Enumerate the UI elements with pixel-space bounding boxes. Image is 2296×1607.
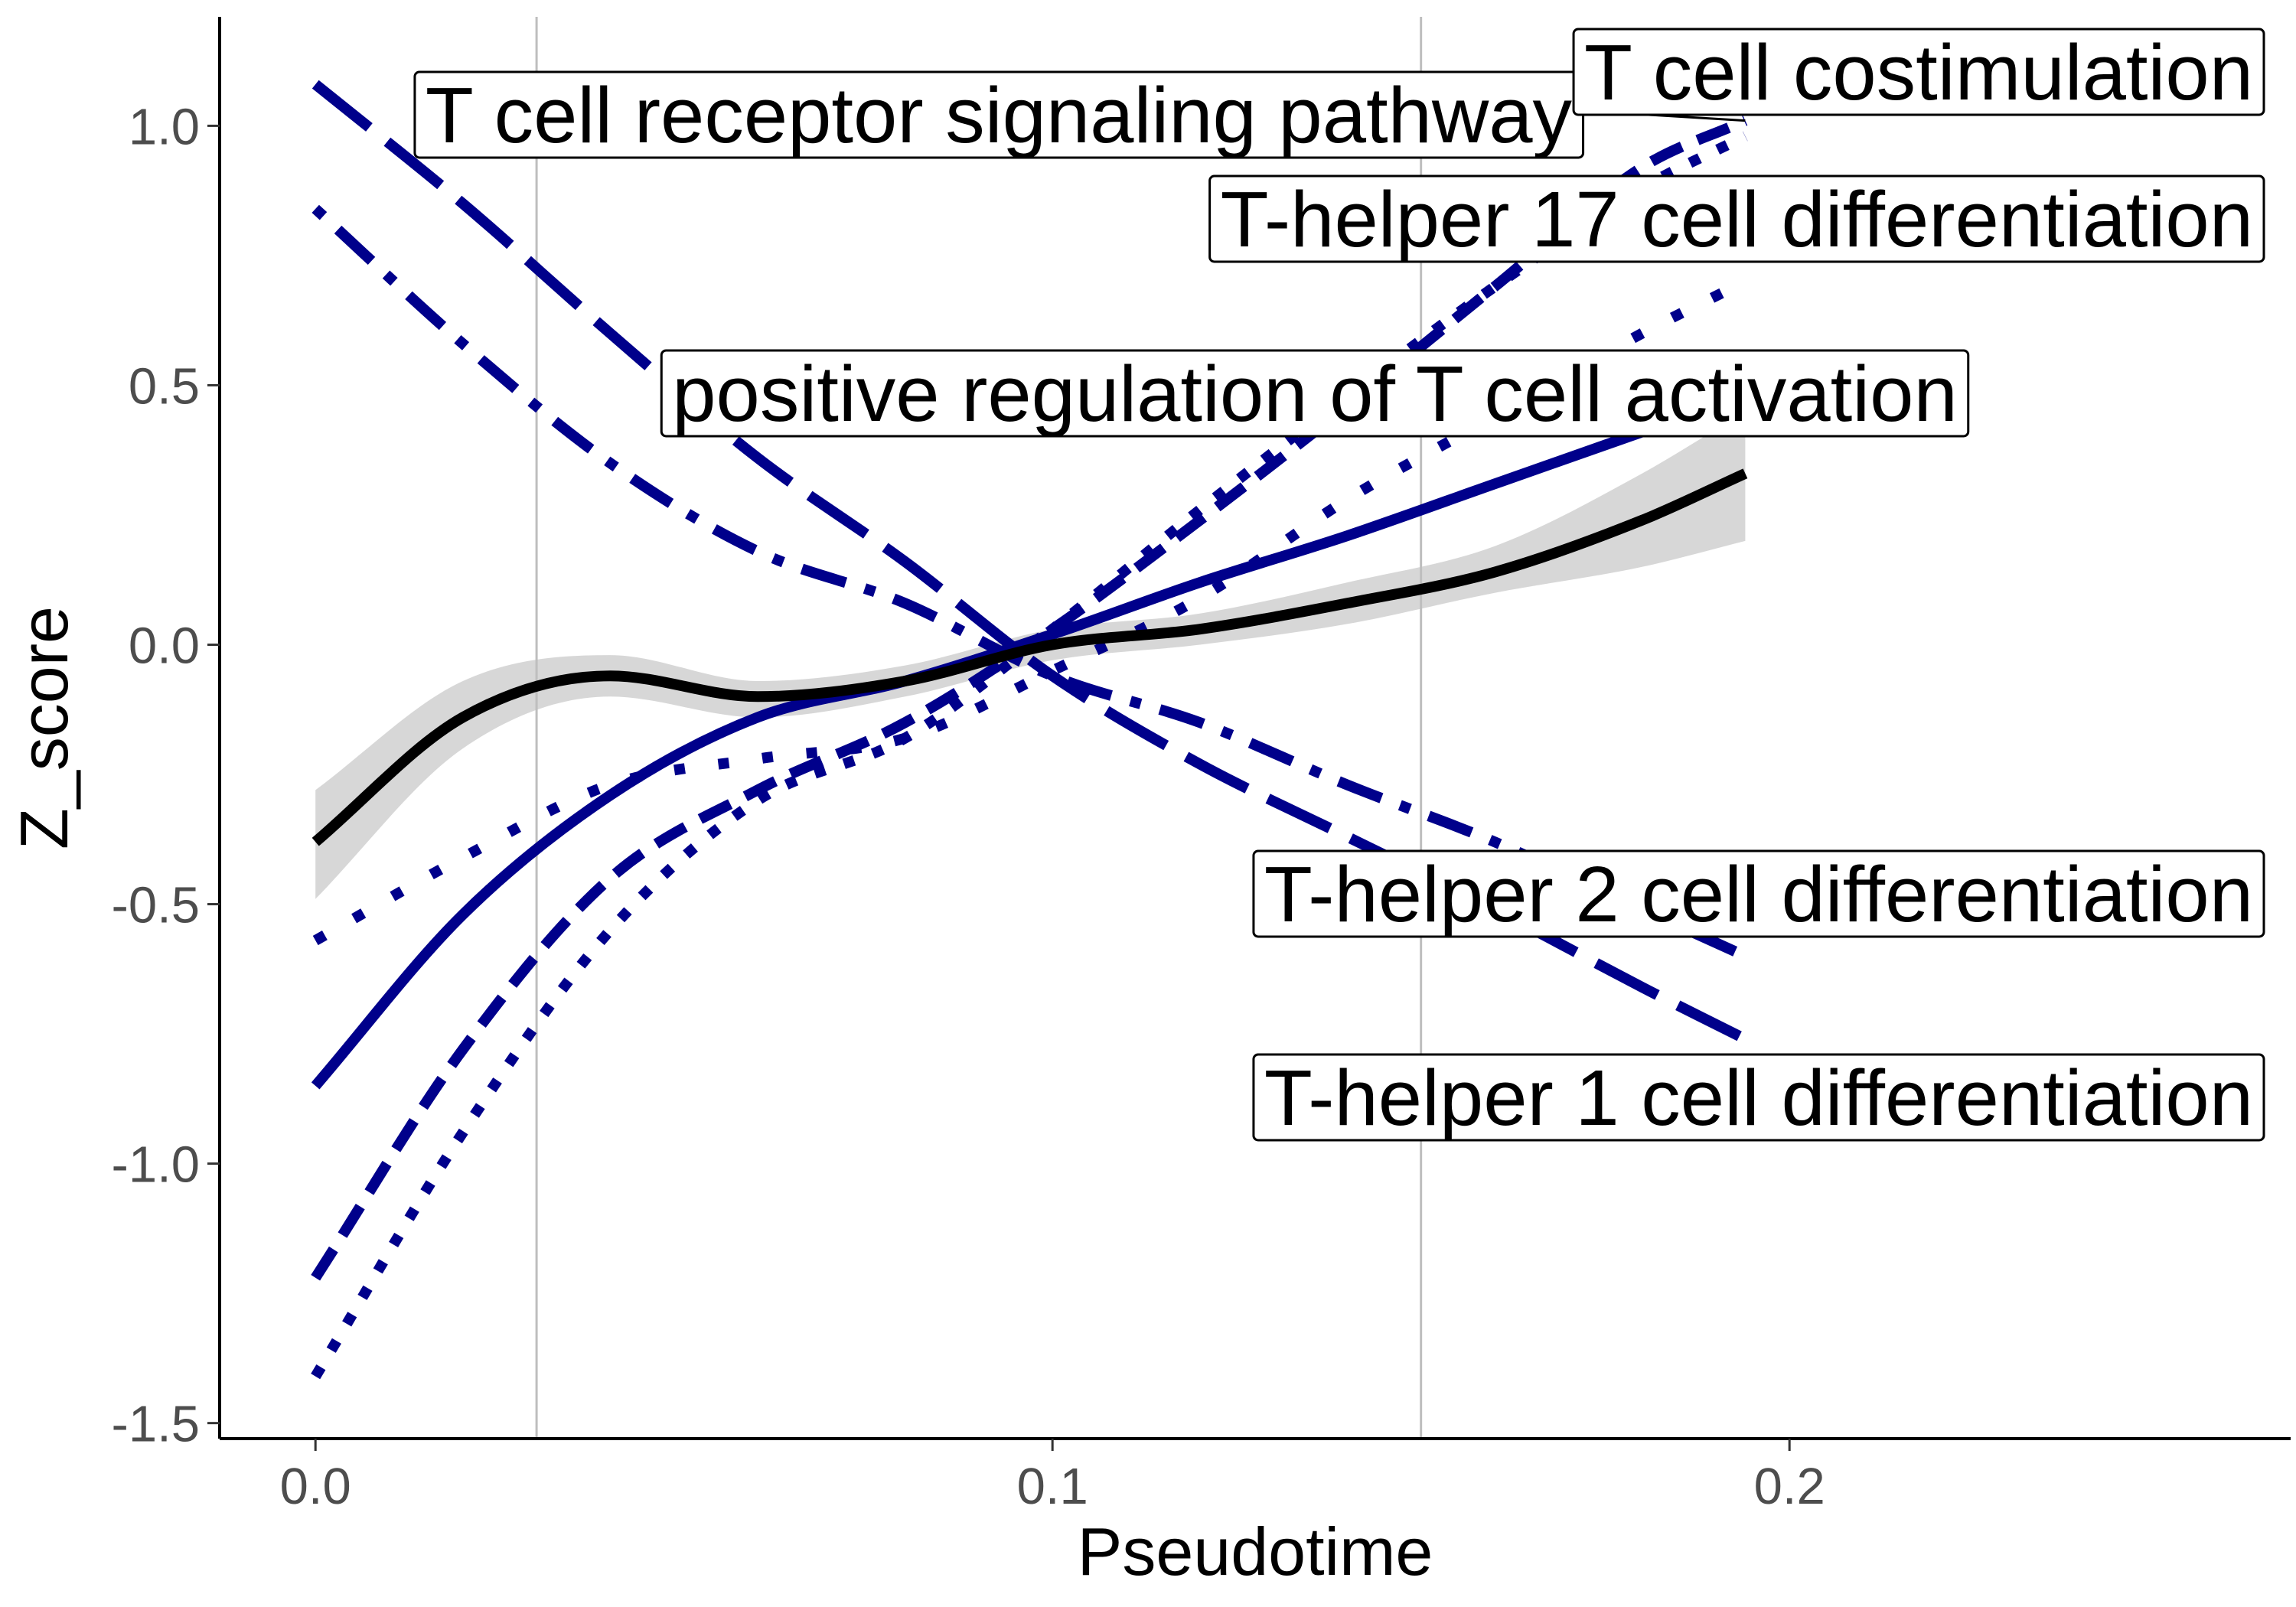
y-tick-label: -1.0 xyxy=(112,1136,200,1194)
y-tick-label: 1.0 xyxy=(129,98,200,155)
annotation-label: T-helper 1 cell differentiation xyxy=(1264,1054,2253,1142)
pathway-series-layer xyxy=(311,80,1748,1380)
annotation-label: T-helper 2 cell differentiation xyxy=(1264,850,2253,938)
annotation-label: T-helper 17 cell differentiation xyxy=(1221,175,2253,263)
x-tick-label: 0.1 xyxy=(1017,1458,1088,1515)
axes xyxy=(218,17,2291,1440)
series-line-t-helper-17-cell-differentiation xyxy=(311,131,1748,1380)
series-line-t-cell-receptor-signaling-pathway xyxy=(311,80,1748,1045)
series-annotations: T cell receptor signaling pathway T cell … xyxy=(413,28,2265,1142)
annotation-box xyxy=(1208,174,2265,263)
annotation-t-helper-17-cell-differentiation: T-helper 17 cell differentiation xyxy=(1208,174,2265,263)
y-tick-label: -0.5 xyxy=(112,877,200,934)
annotation-label: T cell receptor signaling pathway xyxy=(426,71,1573,159)
annotation-t-cell-receptor-signaling-pathway: T cell receptor signaling pathway xyxy=(413,70,1585,159)
confidence-ribbon-layer xyxy=(315,411,1746,899)
x-axis-ticks: 0.0 0.1 0.2 xyxy=(280,1439,1825,1515)
annotation-label: T cell costimulation xyxy=(1584,28,2253,116)
series-line-positive-regulation-of-t-cell-activation xyxy=(311,390,1747,1090)
y-tick-label: 0.0 xyxy=(129,618,200,675)
annotation-box xyxy=(1572,28,2265,116)
y-axis-title: Z_score xyxy=(6,606,82,849)
x-tick-label: 0.0 xyxy=(280,1458,351,1515)
overall-trend-line xyxy=(311,468,1748,846)
annotation-t-helper-2-cell-differentiation: T-helper 2 cell differentiation xyxy=(1252,849,2265,938)
annotation-box xyxy=(660,349,1970,438)
x-tick-label: 0.2 xyxy=(1754,1458,1825,1515)
annotation-t-helper-1-cell-differentiation: T-helper 1 cell differentiation xyxy=(1252,1053,2265,1142)
annotation-box xyxy=(1252,1053,2265,1142)
x-axis-title: Pseudotime xyxy=(1078,1514,1433,1589)
confidence-ribbon xyxy=(315,411,1746,899)
annotation-box xyxy=(1252,849,2265,938)
y-tick-label: -1.5 xyxy=(112,1396,200,1453)
annotation-label: positive regulation of T cell activation xyxy=(672,350,1957,438)
annotation-positive-regulation-of-t-cell-activation: positive regulation of T cell activation xyxy=(660,349,1970,438)
y-axis-ticks: 1.0 0.5 0.0 -0.5 -1.0 -1.5 xyxy=(112,98,220,1453)
overall-trend-layer xyxy=(311,468,1748,846)
annotation-t-cell-costimulation: T cell costimulation xyxy=(1572,28,2265,116)
y-tick-label: 0.5 xyxy=(129,357,200,415)
